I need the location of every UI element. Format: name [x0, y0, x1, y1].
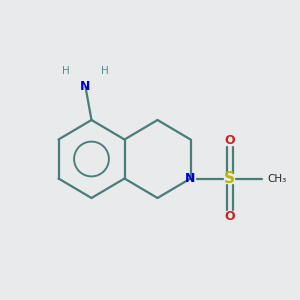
Text: O: O — [224, 134, 235, 148]
Text: CH₃: CH₃ — [267, 173, 286, 184]
Text: O: O — [224, 209, 235, 223]
Text: N: N — [185, 172, 196, 185]
Text: S: S — [224, 171, 235, 186]
Text: H: H — [101, 65, 109, 76]
Text: H: H — [62, 65, 70, 76]
Text: N: N — [80, 80, 91, 94]
